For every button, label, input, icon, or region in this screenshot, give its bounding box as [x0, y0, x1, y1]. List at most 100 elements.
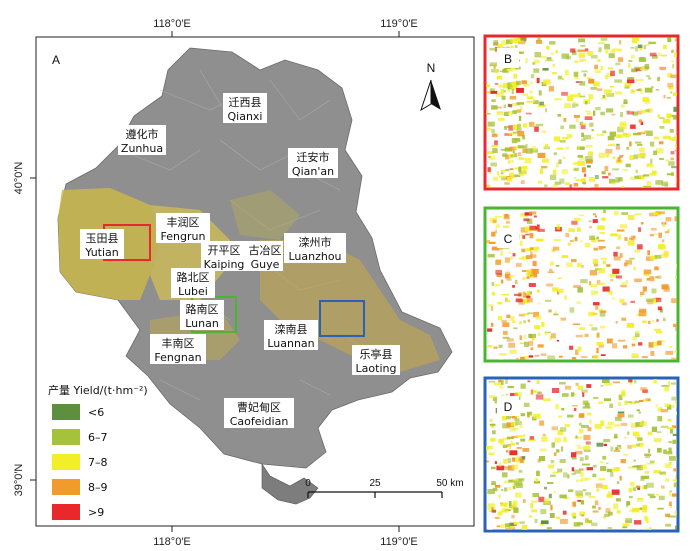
field-patch: [665, 478, 670, 482]
field-patch: [634, 175, 642, 179]
field-patch: [534, 52, 542, 58]
field-patch: [624, 400, 629, 406]
field-patch: [539, 448, 547, 452]
svg-text:Qian'an: Qian'an: [292, 165, 334, 178]
field-patch: [547, 482, 554, 484]
field-patch: [621, 212, 629, 215]
field-patch: [518, 157, 524, 161]
field-patch: [489, 241, 496, 244]
field-patch: [533, 251, 538, 253]
field-patch: [486, 110, 488, 115]
field-patch: [594, 175, 599, 179]
field-patch: [610, 278, 614, 282]
field-patch: [508, 160, 511, 164]
field-patch: [511, 67, 517, 71]
field-patch: [646, 256, 654, 261]
field-patch: [507, 458, 512, 463]
field-patch: [670, 50, 674, 53]
field-patch: [597, 239, 605, 242]
field-patch: [598, 152, 606, 159]
field-patch: [563, 117, 567, 122]
svg-text:Qianxi: Qianxi: [228, 110, 263, 123]
field-patch: [542, 68, 549, 71]
field-patch: [582, 400, 589, 405]
field-patch: [508, 479, 515, 483]
field-patch: [628, 414, 634, 418]
field-patch: [544, 486, 548, 490]
field-patch: [518, 166, 522, 172]
field-patch: [655, 297, 662, 303]
field-patch: [655, 276, 659, 279]
field-patch: [629, 257, 635, 260]
field-patch: [487, 505, 496, 510]
field-patch: [586, 187, 593, 188]
field-patch: [498, 462, 502, 467]
field-patch: [634, 249, 641, 253]
field-patch: [657, 306, 662, 311]
field-patch: [515, 420, 522, 425]
field-patch: [536, 238, 544, 242]
field-patch: [576, 493, 583, 498]
field-patch: [608, 511, 613, 516]
field-patch: [674, 216, 677, 222]
field-patch: [496, 171, 500, 176]
field-patch: [520, 356, 526, 360]
field-patch: [587, 151, 593, 156]
field-patch: [521, 524, 528, 530]
field-patch: [660, 425, 669, 428]
field-patch: [657, 507, 664, 510]
field-patch: [577, 346, 582, 352]
field-patch: [560, 427, 567, 432]
field-patch: [574, 75, 579, 79]
field-patch: [503, 330, 508, 335]
field-patch: [566, 262, 573, 267]
field-patch: [650, 351, 655, 356]
field-patch: [599, 461, 604, 463]
field-patch: [535, 394, 544, 400]
field-patch: [640, 387, 647, 391]
field-patch: [552, 388, 560, 393]
field-patch: [557, 277, 562, 279]
field-patch: [557, 430, 564, 436]
field-patch: [649, 495, 656, 499]
field-patch: [600, 325, 606, 329]
field-patch: [561, 393, 569, 397]
field-patch: [514, 37, 521, 42]
field-patch: [606, 72, 613, 78]
field-patch: [594, 423, 602, 429]
field-patch: [504, 147, 513, 152]
field-patch: [617, 402, 621, 406]
field-patch: [624, 237, 628, 241]
field-patch: [540, 509, 547, 515]
field-patch: [620, 104, 625, 108]
field-patch: [487, 345, 493, 348]
field-patch: [670, 504, 672, 509]
field-patch: [642, 389, 648, 393]
field-patch: [577, 92, 581, 98]
field-patch: [627, 445, 632, 449]
field-patch: [630, 176, 638, 180]
field-patch: [676, 457, 677, 461]
field-patch: [512, 150, 515, 153]
field-patch: [558, 415, 562, 418]
field-patch: [605, 462, 609, 465]
field-patch: [516, 456, 520, 461]
field-patch: [548, 86, 554, 92]
field-patch: [602, 260, 606, 265]
field-patch: [631, 355, 639, 358]
field-patch: [501, 169, 506, 173]
field-patch: [580, 471, 584, 477]
field-patch: [626, 501, 631, 506]
field-patch: [619, 253, 623, 258]
field-patch: [503, 480, 511, 484]
field-patch: [588, 94, 594, 100]
field-patch: [616, 143, 620, 146]
field-patch: [662, 135, 671, 140]
field-patch: [639, 294, 643, 297]
field-patch: [620, 422, 628, 426]
field-patch: [538, 332, 541, 336]
field-patch: [514, 480, 522, 486]
field-patch: [606, 338, 613, 344]
field-patch: [579, 157, 585, 161]
field-patch: [504, 467, 511, 470]
